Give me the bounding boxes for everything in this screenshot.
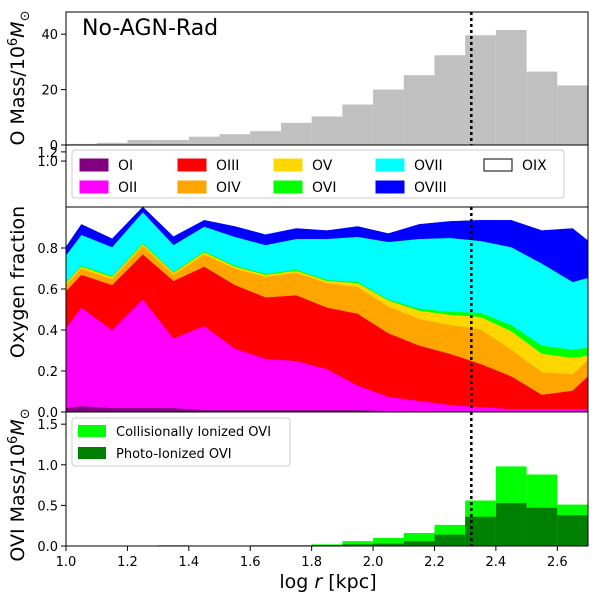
legend-swatch <box>79 180 109 194</box>
top-bar <box>188 136 220 145</box>
top-bar <box>373 89 404 145</box>
y-tick-label: 0.4 <box>37 324 58 339</box>
legend-label: OII <box>118 180 137 196</box>
y-tick-label: 0.5 <box>37 499 58 514</box>
legend-label: OIX <box>522 158 547 174</box>
legend-swatch <box>375 180 405 194</box>
x-tick-label: 1.8 <box>301 555 322 570</box>
y-tick-label: 0.8 <box>37 242 58 257</box>
y-tick-label: 40 <box>41 28 58 43</box>
ovi-legend-box <box>71 417 291 467</box>
top-bar <box>526 71 558 145</box>
x-tick-label: 1.2 <box>117 555 138 570</box>
legend-swatch <box>483 158 513 172</box>
middle-y-ticks: 0.0 0.2 0.4 0.6 0.8 <box>37 242 66 421</box>
top-bar <box>280 122 312 145</box>
ovi-bar <box>403 541 435 546</box>
fraction-stack <box>65 206 589 413</box>
bottom-x-ticks: 1.0 1.2 1.4 1.6 1.8 2.0 2.2 2.4 2.6 <box>56 546 568 570</box>
top-bar <box>158 140 189 145</box>
legend-swatch <box>79 158 109 172</box>
ovi-legend-label: Collisionally Ionized OVI <box>116 425 271 440</box>
legend-swatch <box>375 158 405 172</box>
top-y-ticks: 0 20 40 <box>41 28 66 154</box>
y-tick-label: 20 <box>41 84 58 99</box>
legend-swatch <box>177 158 207 172</box>
ovi-bar <box>557 515 588 546</box>
ovi-legend-label: Photo-Ionized OVI <box>116 447 232 462</box>
ovi-bar <box>495 502 527 546</box>
panel-title: No-AGN-Rad <box>82 16 218 41</box>
top-bar <box>96 142 128 145</box>
ovi-bar <box>373 537 404 546</box>
legend-label: OVIII <box>414 180 447 196</box>
legend-label: OI <box>118 158 133 174</box>
x-tick-label: 2.6 <box>547 555 568 570</box>
bottom-y-ticks: 0.0 0.5 1.0 1.5 <box>37 418 66 555</box>
x-tick-label: 1.0 <box>56 555 77 570</box>
legend-label: OIII <box>216 158 239 174</box>
bottom-frame <box>65 411 589 547</box>
y-tick-label: 1.5 <box>37 418 58 433</box>
legend-panel: 1.01.2 OI OII OIII OIV OV OVI OVII OVIII OIX <box>37 144 589 208</box>
species-legend: OI OII OIII OIV OV OVI OVII OVIII OIX <box>79 158 547 196</box>
x-axis-label: log r [kpc] <box>279 571 376 593</box>
ovi-bar <box>342 544 374 546</box>
x-tick-label: 1.6 <box>240 555 261 570</box>
ovi-bar <box>373 543 404 546</box>
bottom-y-axis-label: OVI Mass/106M⊙ <box>6 408 33 561</box>
legend-label: OV <box>312 158 333 174</box>
legend-label: OIV <box>216 180 241 196</box>
y-tick-label: 0.0 <box>37 406 58 421</box>
top-bar <box>342 104 374 145</box>
y-tick-label: 1.0 <box>37 459 58 474</box>
legend-swatch <box>273 158 303 172</box>
top-bar <box>127 140 159 145</box>
top-y-axis-label: O Mass/106M⊙ <box>6 10 33 145</box>
top-bar <box>403 75 435 145</box>
x-tick-label: 2.0 <box>363 555 384 570</box>
ovi-bar <box>465 516 496 546</box>
top-bar <box>219 134 251 145</box>
top-bar <box>557 85 588 145</box>
x-tick-label: 2.4 <box>486 555 507 570</box>
top-bar <box>250 131 281 145</box>
y-tick-label: 0 <box>50 139 58 154</box>
ovi-bar <box>342 541 374 546</box>
ovi-legend-swatch <box>78 447 106 459</box>
legend-swatch <box>177 180 207 194</box>
middle-y-axis-label: Oxygen fraction <box>7 206 29 358</box>
legend-label: OVII <box>414 158 443 174</box>
ovi-legend: Collisionally Ionized OVI Photo-Ionized O… <box>78 425 271 462</box>
y-tick-label: 0.6 <box>37 283 58 298</box>
legend-label: OVI <box>312 180 336 196</box>
legend-swatch <box>273 180 303 194</box>
y-tick-label: 0.0 <box>37 540 58 555</box>
top-bar <box>434 55 466 145</box>
y-tick-label: 1.2 <box>37 146 58 161</box>
ovi-legend-swatch <box>78 425 106 437</box>
top-bar <box>66 143 97 145</box>
top-histogram <box>66 30 588 146</box>
legend-y-ticks: 1.01.2 <box>37 146 66 170</box>
ovi-histogram <box>158 466 588 546</box>
top-bar <box>495 30 527 146</box>
bottom-panel: 0.0 0.5 1.0 1.5 1.0 1.2 1.4 1.6 1.8 2.0 2.2 2.4 2.6… <box>6 408 589 593</box>
top-bar <box>311 116 343 145</box>
x-tick-label: 1.4 <box>178 555 199 570</box>
x-tick-label: 2.2 <box>424 555 445 570</box>
ovi-bar <box>526 507 558 546</box>
middle-panel: 0.0 0.2 0.4 0.6 0.8 Oxygen fraction <box>7 206 589 421</box>
top-panel: No-AGN-Rad 0 20 40 O Mass/106M⊙ <box>6 10 589 154</box>
top-bar <box>465 35 496 145</box>
y-tick-label: 1.0 <box>37 155 58 170</box>
y-tick-label: 0.2 <box>37 365 58 380</box>
ovi-bar <box>434 534 466 546</box>
